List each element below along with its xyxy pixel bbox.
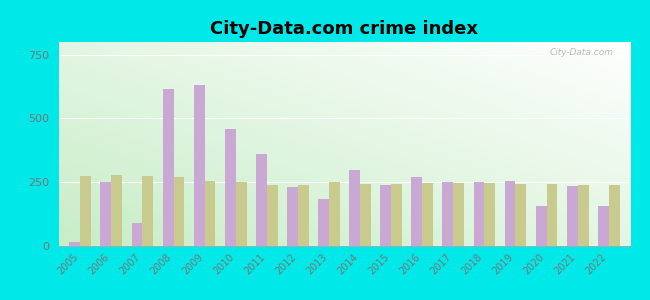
Bar <box>287 187 298 246</box>
Bar <box>443 182 453 246</box>
Bar <box>578 185 588 246</box>
Bar <box>225 129 236 246</box>
Text: City-Data.com: City-Data.com <box>549 48 614 57</box>
Bar <box>547 184 558 246</box>
Bar <box>174 177 185 246</box>
Bar <box>422 183 433 246</box>
Bar <box>80 176 91 246</box>
Bar <box>256 154 266 246</box>
Bar <box>162 89 174 246</box>
Bar <box>194 85 205 246</box>
Bar <box>567 186 578 246</box>
Bar <box>453 183 464 246</box>
Bar <box>236 182 246 246</box>
Bar <box>411 177 422 246</box>
Bar <box>111 175 122 246</box>
Bar <box>484 183 495 246</box>
Bar <box>515 184 526 246</box>
Bar <box>329 182 340 246</box>
Bar <box>391 184 402 246</box>
Bar <box>298 185 309 246</box>
Bar <box>142 176 153 246</box>
Bar <box>473 182 484 246</box>
Bar <box>70 242 80 246</box>
Bar <box>360 184 371 246</box>
Title: City-Data.com crime index: City-Data.com crime index <box>211 20 478 38</box>
Bar <box>536 206 547 246</box>
Bar <box>318 199 329 246</box>
Bar <box>266 185 278 246</box>
Bar <box>131 223 142 246</box>
Bar <box>504 181 515 246</box>
Bar <box>205 181 216 246</box>
Bar <box>380 185 391 246</box>
Bar <box>598 206 609 246</box>
Bar <box>101 182 111 246</box>
Bar <box>349 169 360 246</box>
Bar <box>609 185 619 246</box>
